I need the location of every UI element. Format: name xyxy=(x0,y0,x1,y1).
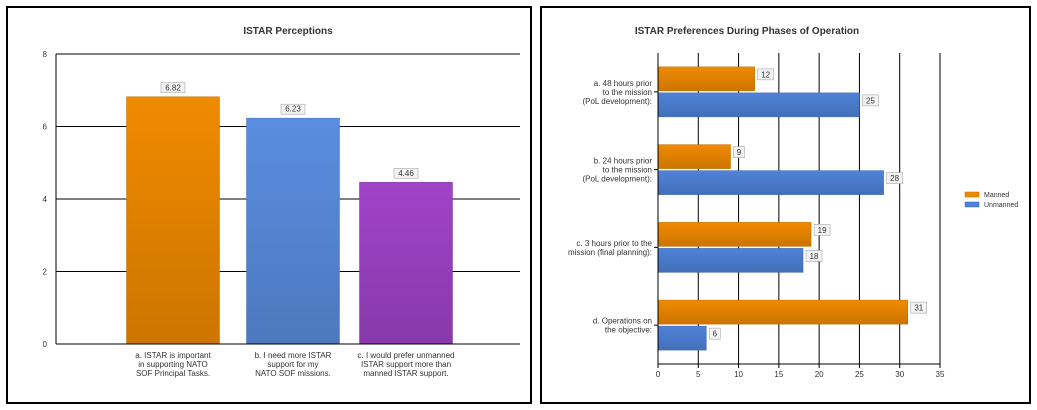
data-label: 25 xyxy=(866,96,875,105)
bar xyxy=(126,96,220,345)
data-label: 6.23 xyxy=(285,105,301,114)
legend-label: Unmanned xyxy=(984,202,1018,209)
bar xyxy=(657,222,812,247)
x-tick-label: 35 xyxy=(936,370,945,379)
bar xyxy=(246,117,340,345)
data-label: 19 xyxy=(818,226,827,235)
category-label: c. 3 hours prior to the mission (final pl… xyxy=(568,239,653,257)
chart-title: ISTAR Preferences During Phases of Opera… xyxy=(635,26,859,37)
x-tick-label: 0 xyxy=(656,370,661,379)
x-tick-label: 10 xyxy=(734,370,743,379)
category-label: d. Operations on the objective: xyxy=(593,317,652,335)
data-label-box xyxy=(709,327,721,340)
category-label: b. 24 hours prior to the mission (PoL deve… xyxy=(582,157,652,184)
data-label: 18 xyxy=(810,252,819,261)
y-tick-label: 4 xyxy=(43,195,48,204)
bar xyxy=(657,92,860,118)
category-label: c. I would prefer unmanned ISTAR support … xyxy=(358,351,455,378)
bar xyxy=(657,66,755,92)
data-label: 4.46 xyxy=(398,169,414,178)
category-label: a. ISTAR is important in supporting NATO S… xyxy=(135,351,211,378)
data-label-box xyxy=(813,224,831,236)
x-tick-label: 25 xyxy=(855,370,864,379)
bar xyxy=(359,182,453,345)
data-label: 9 xyxy=(737,148,742,157)
legend-swatch xyxy=(964,201,980,208)
chart-title: ISTAR Perceptions xyxy=(243,26,333,37)
data-label-box xyxy=(280,103,306,115)
y-tick-label: 0 xyxy=(43,340,48,349)
istar-preferences-panel: ISTAR Preferences During Phases of Opera… xyxy=(540,6,1031,404)
data-label-box xyxy=(393,168,419,179)
legend-label: Manned xyxy=(984,192,1009,199)
bar xyxy=(657,170,884,195)
x-tick-label: 5 xyxy=(696,370,701,379)
data-label-box xyxy=(160,82,186,94)
data-label-box xyxy=(886,172,903,184)
data-label: 28 xyxy=(890,174,899,183)
x-tick-label: 30 xyxy=(895,370,904,379)
data-label: 6.82 xyxy=(165,83,181,92)
category-label: b. I need more ISTAR support for my NATO S… xyxy=(255,351,332,378)
istar-perceptions-chart: ISTAR Perceptions 0 2 4 6 8 6.82 a. ISTAR is im… xyxy=(43,26,520,378)
y-tick-label: 6 xyxy=(43,123,48,132)
x-tick-label: 20 xyxy=(815,370,824,379)
istar-perceptions-panel: ISTAR Perceptions 0 2 4 6 8 6.82 a. ISTAR is im… xyxy=(6,6,532,404)
data-label-box xyxy=(757,68,774,81)
bar xyxy=(657,299,909,325)
legend-swatch xyxy=(964,191,980,198)
bar xyxy=(657,144,731,169)
data-label: 31 xyxy=(914,304,923,313)
data-label: 12 xyxy=(761,70,770,79)
data-label: 6 xyxy=(713,330,718,339)
x-tick-label: 15 xyxy=(774,370,783,379)
bar xyxy=(657,248,804,273)
istar-preferences-chart: ISTAR Preferences During Phases of Opera… xyxy=(568,26,1018,379)
data-label-box xyxy=(910,301,928,314)
category-label: a. 48 hours prior to the mission (PoL deve… xyxy=(582,79,652,106)
data-label-box xyxy=(862,94,879,107)
y-tick-label: 8 xyxy=(43,50,48,59)
y-tick-label: 2 xyxy=(43,268,48,277)
data-label-box xyxy=(805,250,823,262)
bar xyxy=(657,325,707,351)
data-label-box xyxy=(733,146,745,158)
